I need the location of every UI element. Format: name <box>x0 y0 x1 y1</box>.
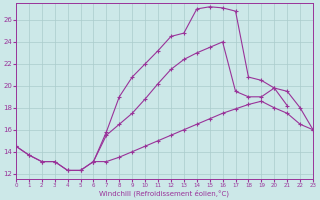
X-axis label: Windchill (Refroidissement éolien,°C): Windchill (Refroidissement éolien,°C) <box>100 189 229 197</box>
